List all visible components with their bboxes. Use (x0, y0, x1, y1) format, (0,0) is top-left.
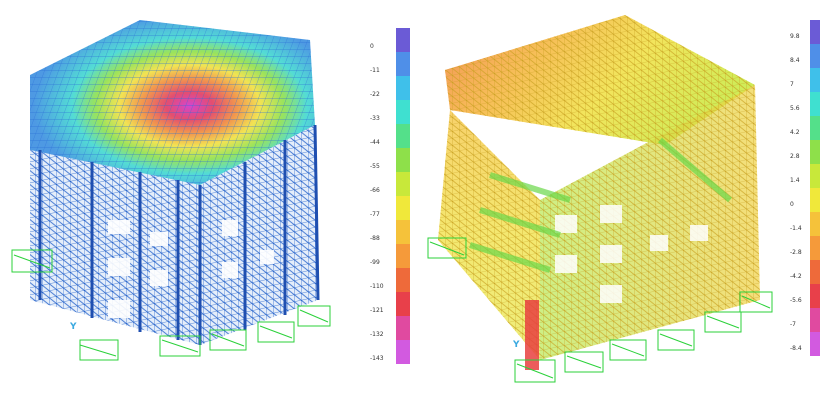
color-scale-tick-label: -99 (370, 259, 380, 266)
color-scale-tick-label: -66 (370, 187, 380, 194)
color-scale-segment (396, 148, 410, 173)
right-supports (427, 237, 773, 383)
color-scale-segment (396, 100, 410, 125)
color-scale-tick-label: 2.8 (790, 153, 800, 160)
color-scale-tick-label: 7 (790, 81, 794, 88)
color-scale-segment (396, 52, 410, 77)
color-scale-tick-label: -88 (370, 235, 380, 242)
color-scale-segment (810, 20, 820, 45)
color-scale-tick-label: -7 (790, 321, 796, 328)
color-scale-tick-label: -1.4 (790, 225, 802, 232)
color-scale-segment (396, 124, 410, 149)
right-green-bands (469, 137, 732, 273)
color-scale-segment (396, 292, 410, 317)
color-scale-segment (810, 140, 820, 165)
color-scale-tick-label: -77 (370, 211, 380, 218)
color-scale-tick-label: -4.2 (790, 273, 802, 280)
color-scale-tick-label: -132 (370, 331, 384, 338)
color-scale-segment (810, 92, 820, 117)
color-scale-segment (810, 68, 820, 93)
color-scale-segment (396, 172, 410, 197)
color-scale-tick-label: -5.6 (790, 297, 802, 304)
color-scale-tick-label: -33 (370, 115, 380, 122)
color-scale-tick-label: 9.8 (790, 33, 800, 40)
color-scale-tick-label: -121 (370, 307, 384, 314)
color-scale-tick-label: 0 (370, 43, 374, 50)
color-scale-segment (396, 196, 410, 221)
color-scale-segment (396, 316, 410, 341)
right-structure-model (427, 15, 773, 383)
color-scale-tick-label: 4.2 (790, 129, 800, 136)
color-scale-segment (810, 44, 820, 69)
color-scale-segment (810, 332, 820, 356)
color-scale-segment (810, 188, 820, 213)
right-color-scale-bar (810, 20, 820, 356)
color-scale-segment (810, 284, 820, 309)
left-structure-model (11, 20, 331, 361)
color-scale-tick-label: -22 (370, 91, 380, 98)
color-scale-tick-label: -2.8 (790, 249, 802, 256)
color-scale-tick-label: 0 (790, 201, 794, 208)
color-scale-tick-label: -110 (370, 283, 384, 290)
right-openings (555, 205, 708, 303)
color-scale-segment (810, 116, 820, 141)
color-scale-tick-label: -11 (370, 67, 380, 74)
color-scale-tick-label: 8.4 (790, 57, 800, 64)
right-structure-panel: Y 9.8 8.4 7 5.6 4.2 2.8 1.4 0 -1.4 -2.8 -4.2 -5.6 -7… (410, 0, 820, 400)
color-scale-tick-label: -44 (370, 139, 380, 146)
color-scale-tick-label: 5.6 (790, 105, 800, 112)
left-openings (108, 220, 274, 318)
color-scale-segment (810, 164, 820, 189)
color-scale-segment (810, 236, 820, 261)
color-scale-segment (810, 308, 820, 333)
color-scale-segment (396, 268, 410, 293)
left-structure-panel: Y 0 -11 -22 -33 -44 -55 -66 -77 -88 -99 -110 -121 -1… (11, 20, 410, 364)
left-color-scale-bar (396, 28, 410, 364)
right-red-column (525, 300, 539, 370)
color-scale-tick-label: 1.4 (790, 177, 800, 184)
right-axis-label: Y (513, 340, 520, 350)
color-scale-segment (396, 220, 410, 245)
color-scale-tick-label: -143 (370, 355, 384, 362)
color-scale-tick-label: -8.4 (790, 345, 802, 352)
left-axis-label: Y (70, 322, 77, 332)
color-scale-tick-label: -55 (370, 163, 380, 170)
color-scale-segment (396, 244, 410, 269)
color-scale-segment (396, 28, 410, 53)
color-scale-segment (810, 260, 820, 285)
left-columns (38, 124, 320, 345)
color-scale-segment (810, 212, 820, 237)
left-supports (11, 249, 331, 361)
color-scale-segment (396, 76, 410, 101)
color-scale-segment (396, 340, 410, 364)
